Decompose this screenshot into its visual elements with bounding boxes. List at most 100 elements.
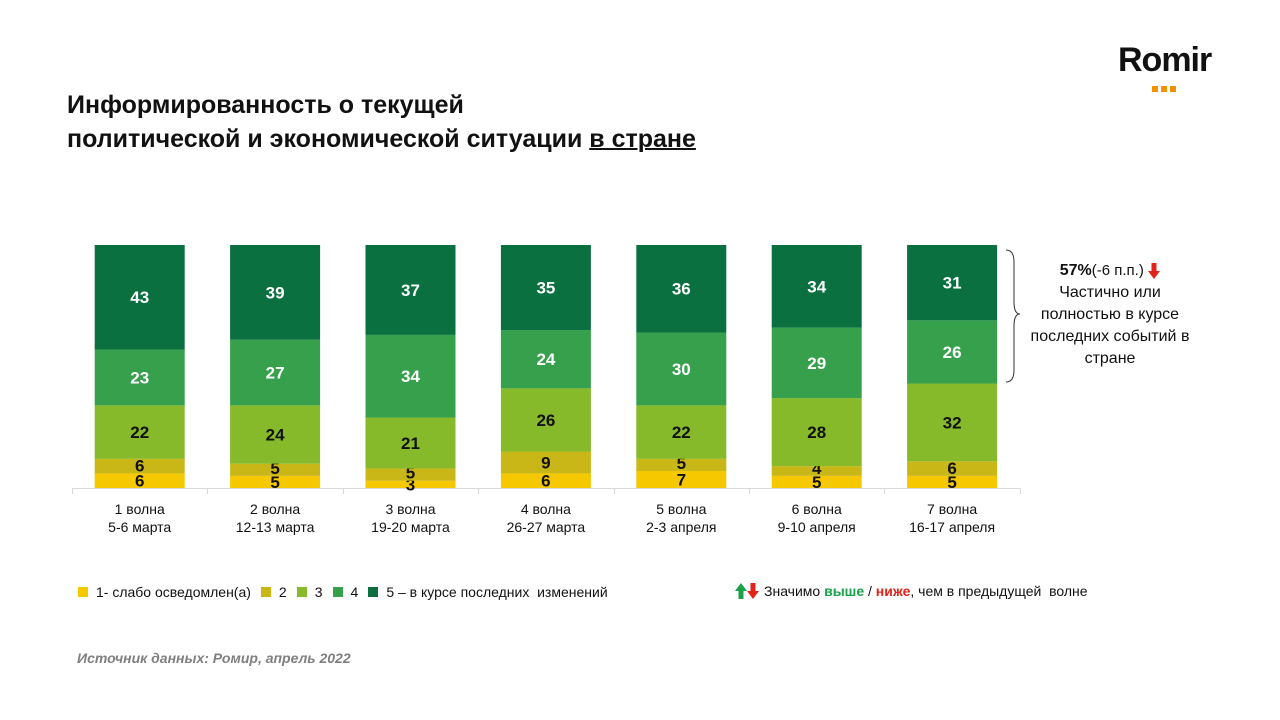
data-label: 39 bbox=[266, 283, 285, 302]
bar-segment bbox=[365, 480, 456, 488]
legend-item: 3 bbox=[296, 584, 323, 600]
bar-segment bbox=[230, 339, 321, 406]
bar-segment bbox=[500, 330, 591, 389]
page-title: Информированность о текущей политической… bbox=[67, 88, 696, 156]
data-label: 23 bbox=[130, 368, 149, 387]
legend-label: 4 bbox=[350, 584, 359, 600]
data-label: 28 bbox=[807, 423, 826, 442]
data-label: 31 bbox=[943, 274, 962, 293]
sig-higher: выше bbox=[824, 583, 865, 599]
legend-label: 5 – в курсе последних изменений bbox=[386, 584, 608, 600]
data-label: 22 bbox=[672, 423, 691, 442]
bar-segment bbox=[907, 461, 998, 476]
sig-suffix: , чем в предыдущей волне bbox=[910, 583, 1088, 599]
x-tick-label: 26-27 марта bbox=[507, 519, 586, 535]
data-label: 21 bbox=[401, 434, 420, 453]
romir-logo: Romir bbox=[1118, 41, 1212, 92]
bar-segment bbox=[365, 417, 456, 469]
bar-segment bbox=[230, 475, 321, 488]
bar-segment bbox=[907, 320, 998, 384]
sig-lower: ниже bbox=[875, 583, 911, 599]
bar-segment bbox=[771, 327, 862, 399]
down-arrow-icon bbox=[1148, 262, 1161, 279]
x-tick-label: 2-3 апреля bbox=[646, 519, 716, 535]
legend: 1- слабо осведомлен(а) 2 3 4 5 – в курсе пос… bbox=[78, 584, 618, 600]
x-tick-label: 6 волна bbox=[792, 501, 842, 517]
bar-segment bbox=[94, 473, 185, 488]
bar-segment bbox=[907, 245, 998, 321]
data-label: 24 bbox=[266, 426, 285, 445]
bar-segment bbox=[230, 463, 321, 476]
sig-sep: / bbox=[864, 583, 876, 599]
title-line-2: политической и экономической ситуации в … bbox=[67, 122, 696, 156]
data-label: 30 bbox=[672, 360, 691, 379]
data-label: 6 bbox=[135, 456, 144, 475]
bar-segment bbox=[365, 245, 456, 335]
annotation-text: Частично или полностью в курсе последних… bbox=[1030, 284, 1190, 367]
bar-segment bbox=[500, 388, 591, 452]
bar-segment bbox=[365, 468, 456, 481]
bar-segment bbox=[771, 398, 862, 467]
legend-item: 4 bbox=[332, 584, 359, 600]
x-tick-label: 5-6 марта bbox=[108, 519, 171, 535]
legend-label: 3 bbox=[314, 584, 323, 600]
x-tick-label: 7 волна bbox=[927, 501, 977, 517]
bar-segment bbox=[771, 245, 862, 328]
data-label: 6 bbox=[947, 459, 956, 478]
data-label: 5 bbox=[677, 454, 686, 473]
x-tick-label: 2 волна bbox=[250, 501, 300, 517]
legend-swatch bbox=[296, 587, 307, 597]
logo-dots bbox=[1152, 79, 1179, 97]
logo-text: Romir bbox=[1118, 41, 1212, 79]
x-tick-label: 19-20 марта bbox=[371, 519, 450, 535]
legend-swatch bbox=[332, 587, 343, 597]
legend-label: 2 bbox=[278, 584, 287, 600]
x-tick-label: 9-10 апреля bbox=[778, 519, 856, 535]
data-label: 22 bbox=[130, 423, 149, 442]
legend-swatch bbox=[260, 587, 271, 597]
legend-label: 1- слабо осведомлен(а) bbox=[96, 584, 251, 600]
data-label: 5 bbox=[406, 464, 415, 483]
data-label: 24 bbox=[536, 350, 555, 369]
bar-segment bbox=[500, 451, 591, 474]
data-label: 36 bbox=[672, 280, 691, 299]
x-tick-label: 3 волна bbox=[385, 501, 435, 517]
x-tick-label: 16-17 апреля bbox=[909, 519, 995, 535]
data-label: 34 bbox=[401, 367, 420, 386]
bar-segment bbox=[907, 475, 998, 488]
bar-segment bbox=[500, 473, 591, 488]
bar-segment bbox=[636, 470, 727, 488]
data-label: 6 bbox=[135, 472, 144, 491]
data-label: 5 bbox=[947, 473, 956, 492]
up-arrow-icon bbox=[735, 583, 747, 599]
data-label: 27 bbox=[266, 364, 285, 383]
sig-prefix: Значимо bbox=[764, 583, 821, 599]
data-label: 5 bbox=[812, 473, 821, 492]
data-label: 3 bbox=[406, 475, 415, 494]
annotation-headline: 57%(-6 п.п.) bbox=[1020, 260, 1200, 282]
data-label: 5 bbox=[270, 473, 279, 492]
legend-item: 1- слабо осведомлен(а) bbox=[78, 584, 251, 600]
legend-item: 2 bbox=[260, 584, 287, 600]
data-label: 9 bbox=[541, 453, 550, 472]
annotation-value: 57% bbox=[1059, 262, 1092, 279]
legend-swatch bbox=[368, 587, 379, 597]
data-label: 29 bbox=[807, 354, 826, 373]
data-label: 43 bbox=[130, 288, 149, 307]
bar-segment bbox=[636, 405, 727, 459]
data-label: 34 bbox=[807, 277, 826, 296]
legend-swatch bbox=[78, 587, 88, 597]
bar-segment bbox=[94, 458, 185, 474]
bar-segment bbox=[94, 349, 185, 406]
data-label: 37 bbox=[401, 281, 420, 300]
annotation-change: (-6 п.п.) bbox=[1091, 262, 1144, 279]
legend-item: 5 – в курсе последних изменений bbox=[368, 584, 608, 600]
bar-segment bbox=[907, 383, 998, 462]
data-label: 5 bbox=[270, 459, 279, 478]
data-label: 4 bbox=[812, 459, 822, 478]
title-underlined: в стране bbox=[589, 125, 696, 153]
data-label: 26 bbox=[943, 343, 962, 362]
x-tick-label: 4 волна bbox=[521, 501, 571, 517]
bar-segment bbox=[230, 245, 321, 340]
